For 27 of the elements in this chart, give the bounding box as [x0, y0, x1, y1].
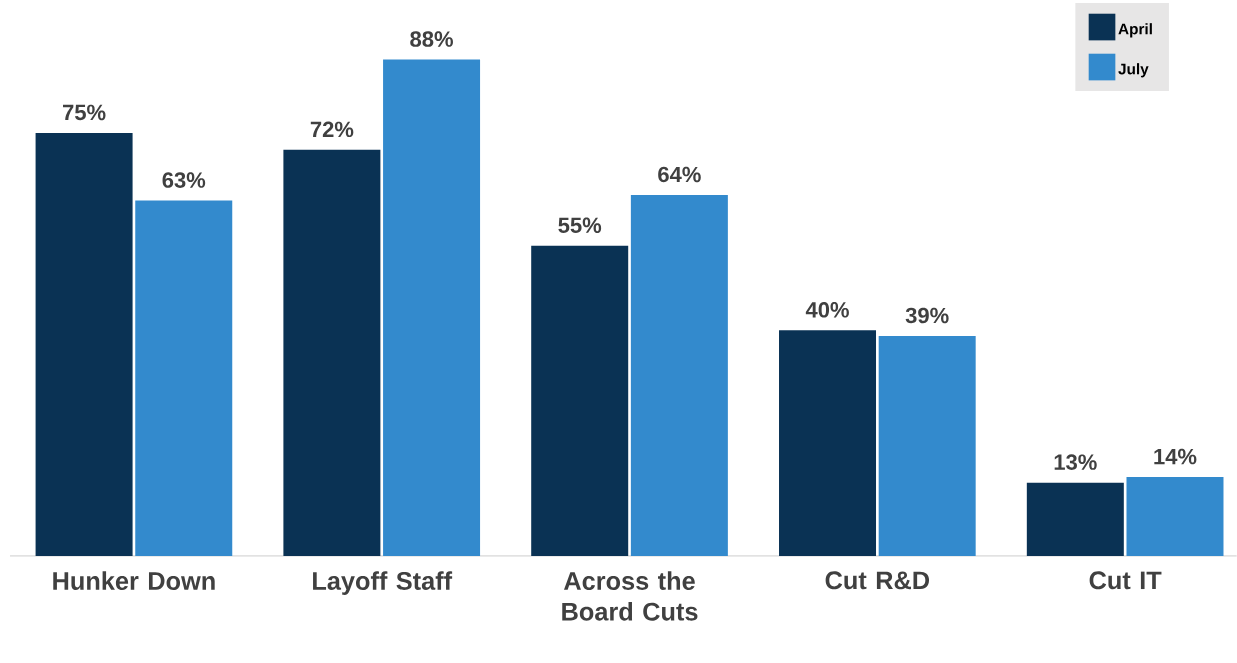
- bar: [283, 149, 381, 556]
- data-label: 39%: [905, 307, 949, 324]
- data-label: 14%: [1154, 448, 1197, 465]
- data-label: 72%: [310, 121, 354, 138]
- bar: [779, 330, 877, 556]
- bar: [878, 335, 976, 556]
- data-label: 64%: [658, 166, 701, 183]
- bar: [383, 59, 481, 556]
- x-tick-label: Layoff Staff: [313, 571, 453, 595]
- data-label: 55%: [558, 217, 602, 233]
- data-label: 13%: [1054, 454, 1097, 470]
- x-tick-label: Cut R&D: [825, 571, 930, 590]
- x-tick-label: Cut IT: [1089, 571, 1162, 590]
- bar: [531, 245, 629, 556]
- x-tick-label: Across the Board Cuts: [562, 571, 698, 621]
- bar: [1126, 477, 1224, 556]
- bar: [630, 194, 728, 556]
- data-label: 40%: [805, 302, 849, 318]
- data-label: 88%: [410, 31, 453, 47]
- legend-label: July: [1118, 63, 1149, 78]
- data-label: 63%: [162, 172, 206, 188]
- data-label: 75%: [63, 104, 106, 121]
- x-tick-label: Hunker Down: [53, 571, 215, 590]
- legend-label: April: [1118, 23, 1152, 38]
- bar: [1026, 482, 1124, 556]
- bar: [135, 200, 233, 556]
- bar: [35, 132, 133, 556]
